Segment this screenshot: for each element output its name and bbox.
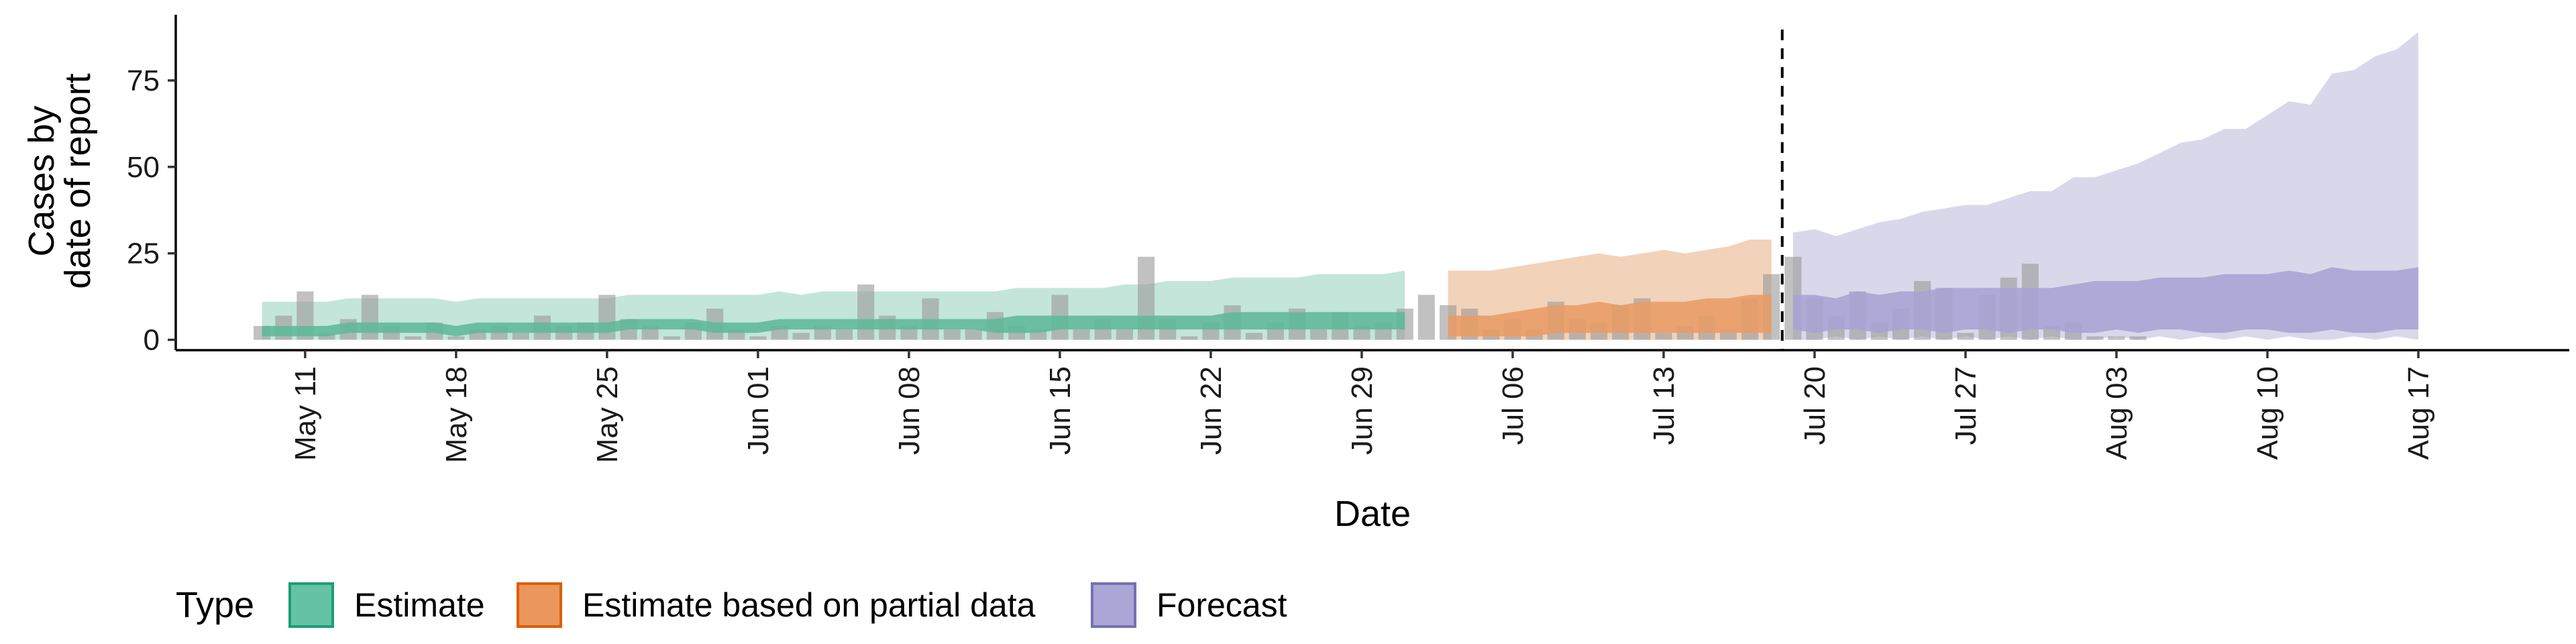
estimate-based-on-partial-data-legend-label: Estimate based on partial data (582, 586, 1036, 624)
reported-case-bar (857, 284, 875, 340)
forecast-legend-key (1091, 582, 1136, 628)
reported-case-bar (2086, 336, 2104, 340)
legend-title: Type (176, 585, 254, 625)
reported-case-bar (2108, 336, 2125, 340)
reported-case-bar (598, 294, 616, 340)
reported-case-bar (405, 336, 422, 340)
estimate-legend-label: Estimate (354, 586, 485, 624)
x-tick-label: Aug 10 (2251, 366, 2284, 460)
x-tick-label: Jun 08 (893, 366, 926, 455)
reported-case-bar (1181, 336, 1198, 340)
x-axis-title: Date (1334, 494, 1411, 534)
y-tick-label: 25 (127, 237, 160, 270)
x-tick-label: Jul 13 (1648, 366, 1680, 445)
reported-case-bar (512, 333, 529, 340)
x-tick-label: Jun 15 (1044, 366, 1077, 455)
reported-case-bar (835, 329, 853, 340)
reported-case-bar (361, 294, 378, 340)
reported-case-bar (447, 336, 465, 340)
reported-case-bar (1116, 329, 1133, 340)
x-tick-label: Jul 20 (1799, 366, 1831, 445)
estimate-based-on-partial-data-legend-key (517, 582, 562, 628)
x-tick-label: Aug 03 (2100, 366, 2133, 460)
reported-case-bar (792, 333, 810, 340)
reported-case-bar (1417, 294, 1435, 340)
x-tick-label: May 25 (591, 366, 624, 463)
uncertainty-bands-inner (262, 267, 2418, 337)
x-tick-label: May 18 (440, 366, 473, 463)
estimate-inner-band (262, 312, 1405, 337)
x-tick-label: May 11 (289, 366, 322, 461)
x-tick-label: Jun 29 (1346, 366, 1379, 455)
x-tick-label: Aug 17 (2402, 366, 2435, 460)
reported-case-bar (749, 336, 767, 340)
estimate-based-on-partial-data-inner-band (1448, 294, 1772, 337)
forecast-outer-band (1792, 32, 2418, 340)
x-tick-label: Jul 06 (1497, 366, 1529, 445)
reported-case-bar (2129, 336, 2147, 340)
reported-case-bar (1957, 333, 1974, 340)
y-tick-label: 0 (144, 324, 160, 357)
x-tick-label: Jul 27 (1949, 366, 1982, 445)
forecast-legend-label: Forecast (1157, 586, 1287, 624)
reported-case-bar (1245, 333, 1263, 340)
reported-case-bar (1310, 329, 1328, 340)
y-axis-title: Cases bydate of report (21, 73, 98, 288)
x-tick-label: Jun 22 (1195, 366, 1228, 455)
reported-case-bar (965, 329, 982, 340)
legend: Type Estimate Estimate based on partial da… (176, 582, 1287, 628)
y-tick-label: 75 (127, 64, 160, 97)
axes: 0 25 50 75 May 11 May 18 May 25 Jun 01 Jun 08 Jun… (21, 15, 2569, 534)
reported-case-bar (663, 336, 680, 340)
reported-case-bar (1655, 333, 1672, 340)
reported-case-bar (943, 329, 961, 340)
forecast-inner-band (1792, 267, 2418, 333)
x-tick-label: Jun 01 (742, 366, 775, 455)
y-tick-label: 50 (127, 151, 160, 184)
reported-case-bar (1073, 329, 1090, 340)
estimate-legend-key (288, 582, 334, 628)
